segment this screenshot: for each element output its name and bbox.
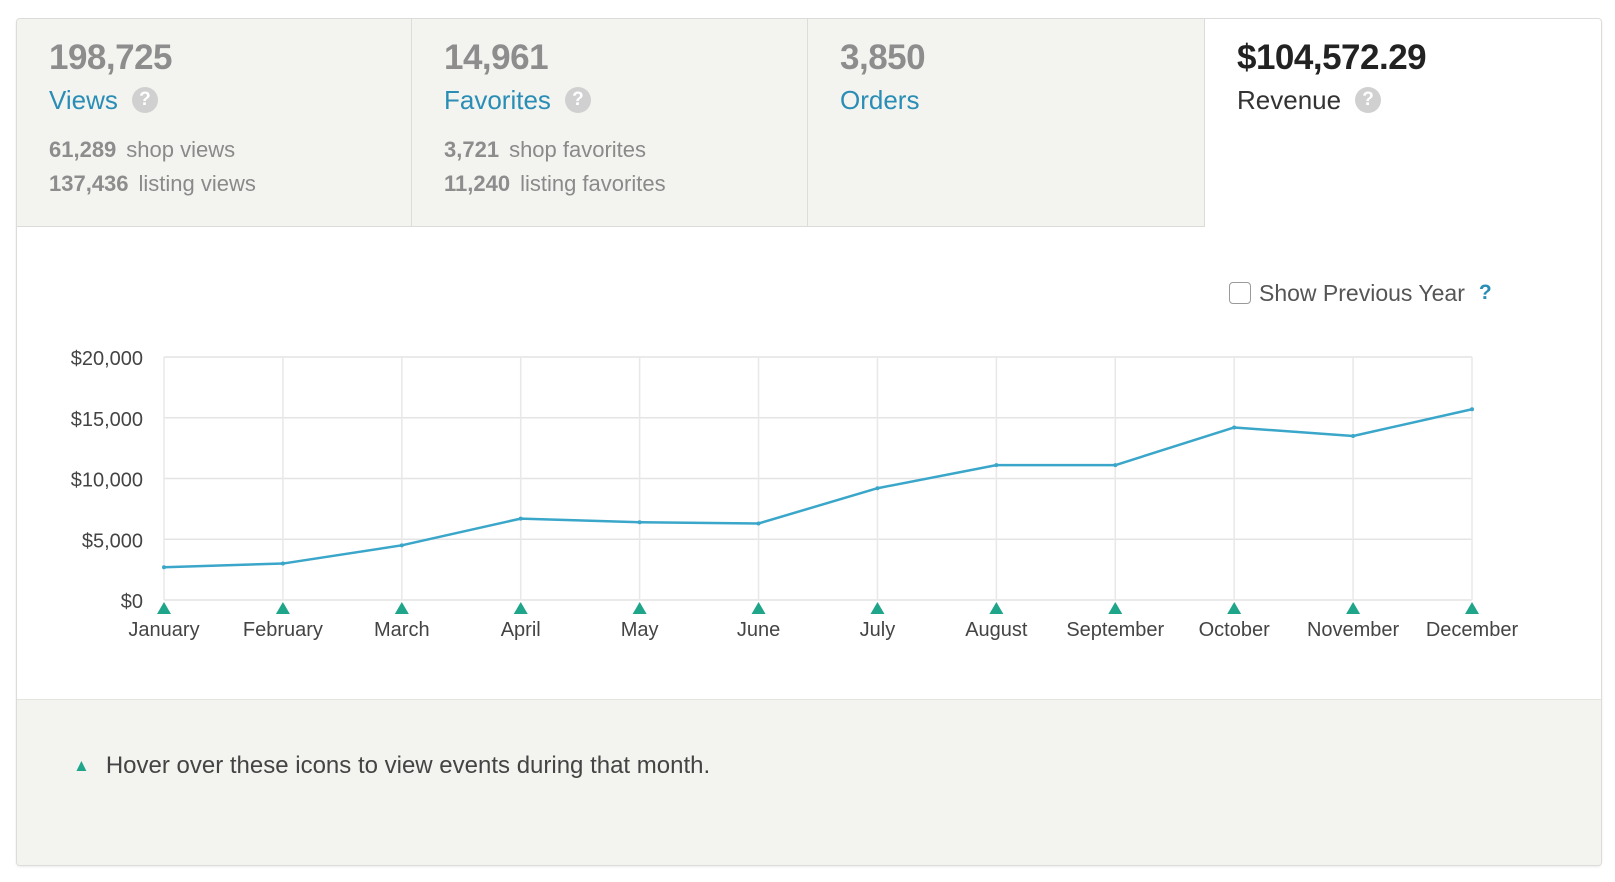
tab-favorites[interactable]: 14,961 Favorites ? 3,721 shop favorites 1… — [412, 19, 808, 227]
shop-favorites-label: shop favorites — [509, 137, 647, 162]
revenue-line-chart: $0 $5,000 $10,000 $15,000 $20,000 January Feb… — [71, 348, 1519, 641]
events-hint: ▲ Hover over these icons to view events … — [73, 752, 710, 780]
x-tick-label: January — [128, 619, 199, 641]
x-tick-label: September — [1066, 619, 1164, 641]
event-marker-triangle-icon[interactable] — [870, 602, 885, 614]
tab-orders[interactable]: 3,850 Orders — [808, 19, 1205, 227]
event-marker-triangle-icon[interactable] — [1108, 602, 1123, 614]
listing-favorites-count: 11,240 — [444, 171, 511, 196]
revenue-data-point — [994, 463, 999, 468]
views-label[interactable]: Views — [49, 84, 118, 115]
revenue-data-point — [756, 521, 761, 526]
chart-series — [162, 407, 1474, 570]
event-marker-triangle-icon[interactable] — [275, 602, 290, 614]
x-tick-label: May — [621, 619, 659, 641]
orders-value: 3,850 — [840, 38, 926, 77]
y-tick-label: $10,000 — [71, 470, 143, 492]
question-icon[interactable]: ? — [131, 87, 158, 113]
revenue-series-line — [163, 408, 1473, 569]
revenue-data-point — [637, 520, 642, 525]
events-hint-text: Hover over these icons to view events du… — [105, 752, 711, 779]
event-marker-triangle-icon[interactable] — [1465, 602, 1479, 614]
y-tick-label: $20,000 — [71, 348, 143, 370]
revenue-chart-area: Show Previous Year ? $0 $5,000 $10,000 $15,… — [17, 227, 1601, 701]
views-breakdown: 61,289 shop views 137,436 listing views — [49, 133, 411, 201]
shop-favorites-count: 3,721 — [444, 137, 500, 162]
stats-panel: 198,725 Views ? 61,289 shop views 137,436… — [16, 18, 1602, 866]
shop-views-label: shop views — [126, 137, 236, 162]
stats-tabs: 198,725 Views ? 61,289 shop views 137,436… — [17, 19, 1601, 227]
views-value: 198,725 — [49, 38, 173, 77]
revenue-data-point — [875, 486, 880, 491]
revenue-data-point — [1351, 433, 1356, 438]
help-icon[interactable]: ? — [1478, 281, 1492, 304]
question-icon[interactable]: ? — [564, 87, 591, 113]
show-previous-year-label[interactable]: Show Previous Year — [1259, 279, 1465, 306]
listing-views-label: listing views — [138, 171, 256, 196]
x-tick-label: October — [1199, 619, 1270, 641]
show-previous-year-checkbox[interactable] — [1229, 282, 1251, 304]
question-icon[interactable]: ? — [1355, 87, 1382, 113]
event-marker-triangle-icon[interactable] — [1227, 602, 1242, 614]
x-tick-label: April — [501, 619, 541, 641]
x-axis-ticks: January February March April May June July Augu… — [128, 619, 1518, 641]
favorites-breakdown: 3,721 shop favorites 11,240 listing favori… — [444, 133, 807, 201]
revenue-data-point — [1113, 463, 1118, 468]
favorites-label[interactable]: Favorites — [444, 84, 551, 115]
x-tick-label: November — [1307, 619, 1400, 641]
listing-favorites-label: listing favorites — [520, 171, 666, 196]
chart-footer: ▲ Hover over these icons to view events … — [17, 699, 1601, 865]
chart-grid — [163, 356, 1473, 601]
revenue-data-point — [518, 516, 523, 521]
revenue-data-point — [162, 565, 166, 570]
y-axis-ticks: $0 $5,000 $10,000 $15,000 $20,000 — [71, 348, 143, 613]
event-marker-triangle-icon[interactable] — [989, 602, 1004, 614]
y-tick-label: $0 — [121, 591, 143, 613]
revenue-data-point — [280, 561, 285, 566]
revenue-data-point — [1470, 407, 1474, 412]
y-tick-label: $5,000 — [82, 530, 143, 552]
triangle-icon: ▲ — [73, 756, 90, 775]
event-marker-triangle-icon[interactable] — [157, 602, 171, 614]
event-markers[interactable] — [157, 602, 1479, 614]
shop-views-count: 61,289 — [49, 137, 117, 162]
favorites-value: 14,961 — [444, 38, 549, 77]
event-marker-triangle-icon[interactable] — [632, 602, 647, 614]
revenue-label: Revenue — [1237, 84, 1342, 115]
event-marker-triangle-icon[interactable] — [1346, 602, 1361, 614]
x-tick-label: December — [1426, 619, 1519, 641]
revenue-data-point — [399, 543, 404, 548]
event-marker-triangle-icon[interactable] — [513, 602, 528, 614]
revenue-data-point — [1232, 425, 1237, 430]
tab-views[interactable]: 198,725 Views ? 61,289 shop views 137,436… — [17, 19, 412, 227]
y-tick-label: $15,000 — [71, 409, 143, 431]
x-tick-label: March — [374, 619, 430, 641]
show-previous-year-toggle[interactable]: Show Previous Year ? — [1229, 277, 1492, 309]
x-tick-label: August — [965, 619, 1028, 641]
revenue-value: $104,572.29 — [1237, 38, 1427, 77]
orders-label[interactable]: Orders — [840, 84, 920, 115]
listing-views-count: 137,436 — [49, 171, 129, 196]
tab-revenue[interactable]: $104,572.29 Revenue ? — [1205, 19, 1601, 227]
event-marker-triangle-icon[interactable] — [751, 602, 766, 614]
x-tick-label: July — [860, 619, 896, 641]
x-tick-label: February — [243, 619, 323, 641]
x-tick-label: June — [737, 619, 780, 641]
event-marker-triangle-icon[interactable] — [394, 602, 409, 614]
